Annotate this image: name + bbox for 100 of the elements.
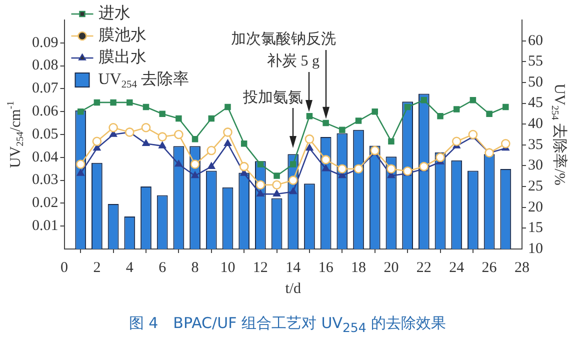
- x-tick-label: 14: [286, 260, 302, 276]
- point: [224, 104, 231, 110]
- point: [257, 161, 264, 168]
- y2-tick-label: 60: [528, 32, 543, 49]
- point: [322, 164, 330, 172]
- point: [142, 104, 150, 110]
- point: [126, 99, 133, 106]
- point: [355, 118, 362, 124]
- point: [76, 169, 84, 176]
- y2-tick-label: 40: [528, 116, 543, 132]
- point: [224, 140, 232, 146]
- point: [273, 190, 280, 196]
- point: [208, 115, 215, 122]
- y2-tick-label: 50: [528, 74, 543, 90]
- point: [452, 136, 462, 146]
- x-tick-label: 20: [384, 260, 399, 276]
- point: [388, 138, 394, 144]
- annotation: 补炭 5 g: [266, 52, 320, 70]
- y-tick-label: 0.03: [32, 172, 58, 188]
- point: [470, 97, 476, 104]
- y-tick-label: 0.08: [32, 58, 58, 74]
- point: [175, 160, 182, 167]
- y-tick-label: 0.07: [32, 80, 59, 97]
- x-tick-label: 18: [351, 260, 366, 276]
- point: [372, 108, 378, 115]
- point: [370, 146, 380, 156]
- y2-tick-label: 20: [528, 199, 543, 216]
- caption: 图 4 BPAC/UF 组合工艺对 UV$_{254}$ 的去除效果: [128, 314, 448, 335]
- x-tick-label: 10: [220, 260, 236, 276]
- y-tick-label: 0.01: [32, 218, 58, 234]
- point: [142, 140, 150, 146]
- legend-label: 膜池水: [98, 26, 146, 44]
- y2-tick-label: 55: [528, 54, 543, 70]
- point: [274, 172, 280, 179]
- point: [158, 132, 167, 142]
- x-axis-title: t/d: [285, 280, 302, 297]
- y-tick-label: 0.05: [32, 126, 58, 142]
- x-tick-label: 4: [126, 260, 134, 276]
- point: [92, 136, 102, 146]
- legend-label: 进水: [98, 4, 130, 22]
- point: [322, 120, 329, 126]
- point: [256, 190, 264, 196]
- point: [272, 180, 282, 190]
- point: [256, 180, 266, 190]
- y2-tick-label: 30: [528, 158, 543, 174]
- x-tick-label: 24: [449, 260, 465, 276]
- x-tick-label: 16: [318, 260, 334, 276]
- point: [190, 160, 200, 169]
- point: [176, 115, 182, 122]
- point: [174, 130, 184, 140]
- point: [77, 108, 84, 115]
- point: [502, 104, 509, 110]
- x-tick-label: 12: [252, 260, 268, 276]
- y2-tick-label: 45: [528, 95, 543, 112]
- point: [208, 162, 216, 169]
- x-tick-label: 28: [514, 260, 530, 276]
- point: [288, 176, 298, 185]
- point: [223, 128, 232, 137]
- annotation: 投加氨氮: [242, 89, 304, 106]
- y2-tick-label: 25: [528, 178, 543, 194]
- point: [386, 164, 396, 174]
- y-axis-title: UV254/cm-1: [5, 100, 26, 168]
- annotation: 加次氯酸钠反洗: [230, 30, 336, 48]
- y-tick-label: 0.02: [32, 195, 58, 212]
- point: [289, 188, 297, 194]
- y2-axis-title: UV254 去除率/%: [548, 84, 568, 186]
- point: [239, 162, 249, 172]
- point: [108, 122, 118, 132]
- x-tick-label: 6: [158, 260, 167, 276]
- point: [290, 161, 296, 168]
- point: [437, 113, 444, 120]
- point: [338, 164, 347, 174]
- legend-label: 膜出水: [98, 48, 146, 66]
- x-tick-label: 8: [191, 260, 199, 276]
- point: [306, 144, 314, 151]
- point: [321, 155, 330, 164]
- point: [206, 146, 216, 156]
- y2-tick-label: 35: [528, 136, 543, 153]
- point: [339, 126, 346, 134]
- y-tick-label: 0.04: [32, 149, 59, 166]
- point: [436, 152, 445, 162]
- point: [158, 142, 166, 148]
- point: [419, 162, 429, 172]
- point: [76, 160, 86, 169]
- point: [141, 122, 151, 132]
- point: [486, 110, 492, 118]
- point: [420, 97, 428, 104]
- x-tick-label: 26: [482, 260, 498, 276]
- point: [304, 134, 314, 144]
- point: [191, 172, 199, 178]
- y2-tick-label: 15: [528, 220, 543, 236]
- point: [192, 136, 198, 142]
- y-tick-label: 0.09: [32, 34, 58, 51]
- point: [306, 113, 313, 120]
- point: [404, 104, 411, 110]
- x-tick-label: 22: [416, 260, 432, 276]
- point: [159, 110, 166, 118]
- x-tick-label: 2: [93, 260, 101, 276]
- point: [402, 166, 412, 176]
- point: [110, 99, 116, 106]
